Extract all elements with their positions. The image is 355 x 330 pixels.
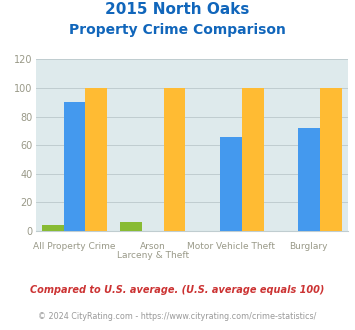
Text: Arson: Arson: [140, 243, 165, 251]
Text: Larceny & Theft: Larceny & Theft: [116, 251, 189, 260]
Bar: [42, 225, 64, 231]
Bar: [298, 128, 320, 231]
Text: Motor Vehicle Theft: Motor Vehicle Theft: [187, 243, 275, 251]
Bar: [164, 88, 185, 231]
Bar: [120, 222, 142, 231]
Bar: [64, 102, 86, 231]
Text: All Property Crime: All Property Crime: [33, 243, 116, 251]
Text: 2015 North Oaks: 2015 North Oaks: [105, 2, 250, 16]
Text: Compared to U.S. average. (U.S. average equals 100): Compared to U.S. average. (U.S. average …: [30, 285, 325, 295]
Bar: [220, 137, 242, 231]
Bar: [242, 88, 263, 231]
Text: Property Crime Comparison: Property Crime Comparison: [69, 23, 286, 37]
Bar: [320, 88, 342, 231]
Text: Burglary: Burglary: [290, 243, 328, 251]
Text: © 2024 CityRating.com - https://www.cityrating.com/crime-statistics/: © 2024 CityRating.com - https://www.city…: [38, 312, 317, 321]
Bar: [86, 88, 107, 231]
